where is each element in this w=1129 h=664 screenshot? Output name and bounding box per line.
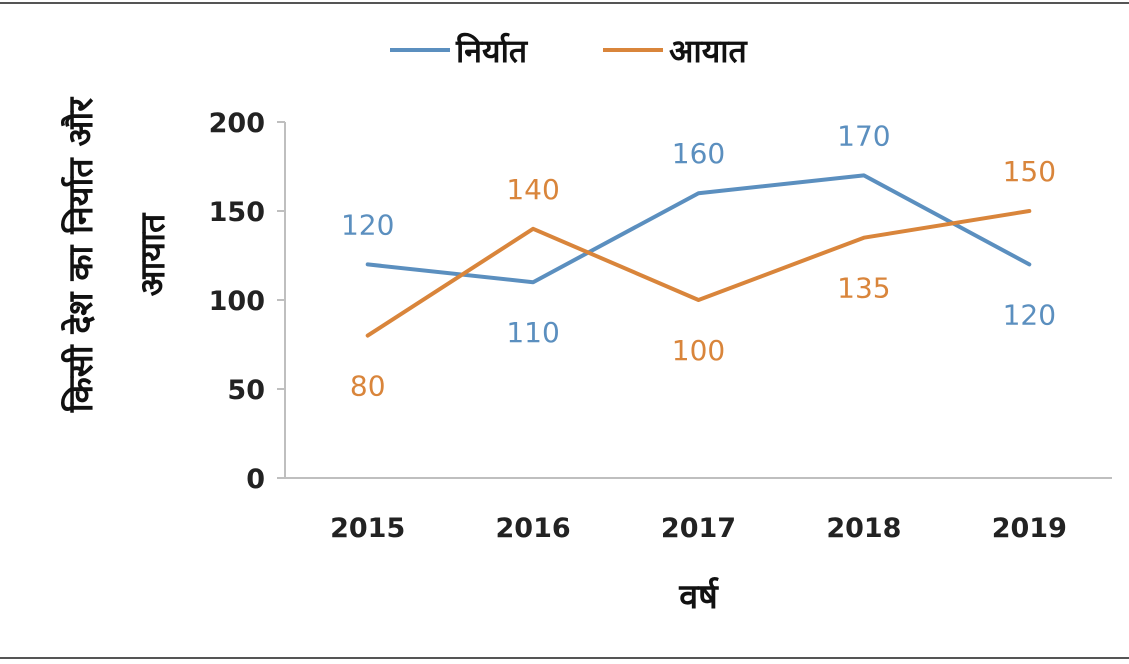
- y-tick-label: 0: [246, 464, 265, 495]
- x-tick-label: 2018: [826, 513, 901, 544]
- chart-frame-bottom-border: [0, 657, 1129, 659]
- legend-label: आयात: [669, 32, 749, 70]
- data-label: 120: [341, 208, 394, 241]
- series-line-0: [365, 173, 1032, 285]
- x-tick-label: 2019: [992, 513, 1067, 544]
- data-label: 120: [1003, 298, 1056, 331]
- y-axis-title-line-2: आयात: [133, 212, 173, 296]
- data-label: 160: [672, 137, 725, 170]
- legend-label: निर्यात: [455, 32, 529, 70]
- y-tick-label: 200: [209, 108, 265, 139]
- data-label: 150: [1003, 155, 1056, 188]
- x-tick-label: 2016: [496, 513, 571, 544]
- data-label: 100: [672, 334, 725, 367]
- series-line-1: [365, 209, 1032, 338]
- x-tick-labels: 2015 2016 2017 2018 2019: [330, 513, 1067, 544]
- data-label: 135: [837, 272, 890, 305]
- series-lines: [365, 173, 1032, 338]
- data-labels: 120 110 160 170 120 80 140 100 135 150: [341, 119, 1056, 402]
- y-tick-label: 150: [209, 197, 265, 228]
- chart-frame-top-border: [0, 2, 1129, 4]
- y-axis-title-line-1: किसी देश का निर्यात और: [60, 97, 101, 414]
- legend: निर्यात आयात: [390, 32, 749, 70]
- y-tick-labels: 0 50 100 150 200: [209, 108, 285, 495]
- y-tick-label: 100: [209, 286, 265, 317]
- x-axis-title: वर्ष: [678, 576, 720, 617]
- data-label: 80: [350, 370, 386, 403]
- y-tick-label: 50: [227, 375, 265, 406]
- x-tick-label: 2015: [330, 513, 405, 544]
- data-label: 110: [506, 316, 559, 349]
- x-tick-label: 2017: [661, 513, 736, 544]
- data-label: 140: [506, 173, 559, 206]
- data-label: 170: [837, 119, 890, 152]
